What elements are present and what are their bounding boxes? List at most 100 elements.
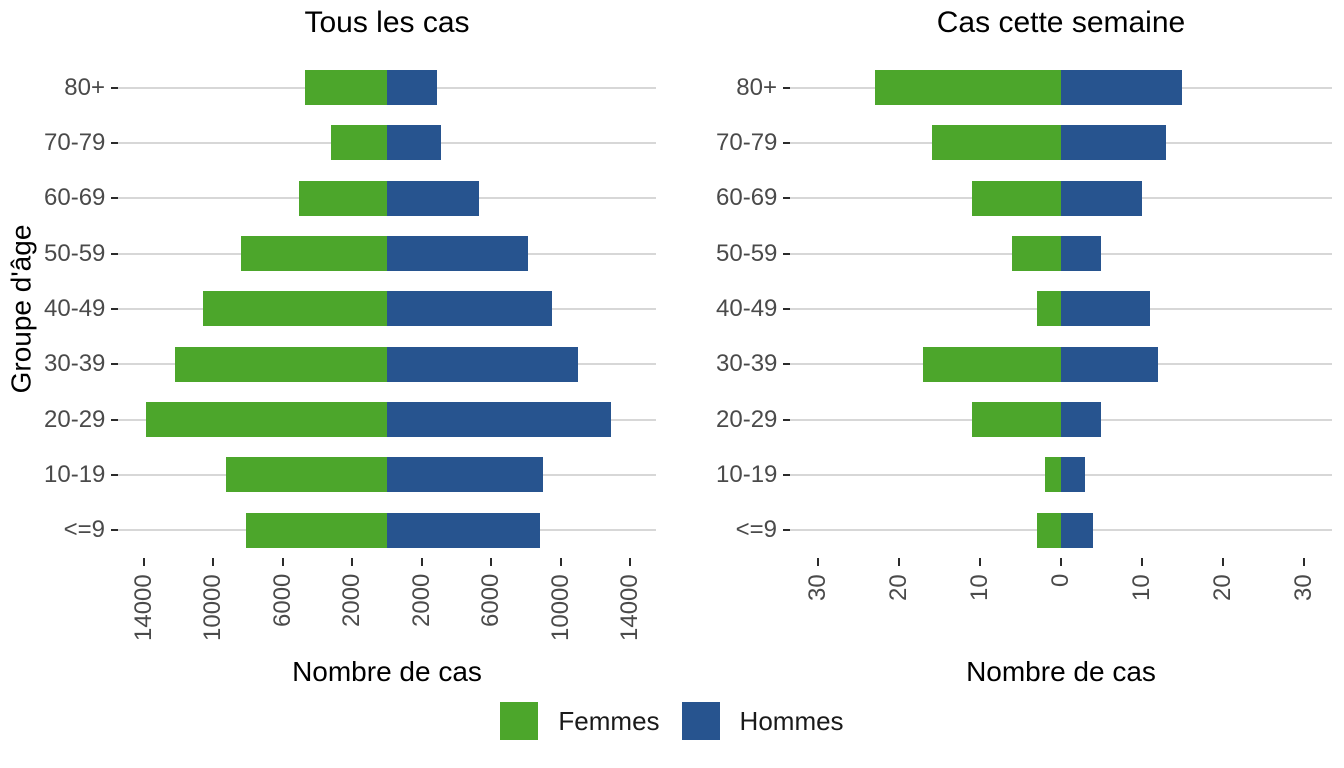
bar-hommes <box>1061 512 1094 548</box>
bar-hommes <box>1061 346 1159 382</box>
bar-hommes <box>1061 125 1167 161</box>
y-tick-row: <=9 <box>44 503 118 558</box>
bar-femmes <box>331 125 387 161</box>
bar-femmes <box>241 236 387 272</box>
bar-hommes <box>387 70 438 106</box>
x-tick-label: 2000 <box>407 573 435 627</box>
bar-femmes <box>145 402 387 438</box>
bar-row <box>118 281 656 336</box>
bar-femmes <box>1012 236 1061 272</box>
x-tick-label: 10 <box>1127 574 1155 601</box>
x-tick-label: 10000 <box>546 574 574 641</box>
bar-row <box>118 447 656 502</box>
bar-hommes <box>387 457 544 493</box>
y-tick-mark <box>783 363 790 366</box>
y-tick-row: 60-69 <box>44 171 118 226</box>
y-tick-mark <box>111 529 118 532</box>
x-tick-mark <box>1302 558 1305 566</box>
bar-hommes <box>387 346 578 382</box>
bar-row <box>790 337 1332 392</box>
bar-femmes <box>931 125 1061 161</box>
plot-rows <box>118 60 656 558</box>
charts-row: Groupe d'âge 80+ 70-79 60-69 50-59 40-49 30-3… <box>2 0 1344 688</box>
x-axis: 30 20 10 0 10 20 30 <box>790 558 1332 654</box>
bar-row <box>790 60 1332 115</box>
bar-femmes <box>972 180 1061 216</box>
y-tick-label: 80+ <box>736 73 777 101</box>
y-tick-mark <box>783 252 790 255</box>
y-tick-row: 10-19 <box>44 447 118 502</box>
x-axis-title: Nombre de cas <box>966 656 1156 687</box>
y-tick-mark <box>111 197 118 200</box>
y-tick-label: 30-39 <box>716 350 778 378</box>
x-tick-mark <box>490 558 493 566</box>
x-tick-label: 6000 <box>477 573 505 627</box>
bar-hommes <box>1061 180 1142 216</box>
x-tick-label: 20 <box>885 574 913 601</box>
bar-femmes <box>972 402 1061 438</box>
bar-row <box>790 281 1332 336</box>
legend-label-femmes: Femmes <box>558 705 660 736</box>
y-tick-mark <box>111 473 118 476</box>
x-tick-label: 0 <box>1047 573 1074 587</box>
bar-hommes <box>387 236 528 272</box>
y-axis-title-box: Groupe d'âge <box>2 60 40 558</box>
legend-item-femmes: Femmes <box>500 702 660 740</box>
y-tick-row: 30-39 <box>44 337 118 392</box>
bar-femmes <box>923 346 1061 382</box>
x-tick-mark <box>979 558 982 566</box>
x-tick-mark <box>898 558 901 566</box>
bar-femmes <box>175 346 387 382</box>
y-tick-label: 60-69 <box>716 184 778 212</box>
y-tick-label: 30-39 <box>44 350 106 378</box>
y-axis-labels: 80+ 70-79 60-69 50-59 40-49 30-39 20-29 10-19 <=… <box>44 0 118 688</box>
y-tick-mark <box>111 418 118 421</box>
bar-hommes <box>387 291 552 327</box>
x-tick-label: 10000 <box>199 574 227 641</box>
plot-column: Tous les cas 14000 10000 6000 2000 2000 6000 1… <box>118 0 656 688</box>
y-tick-label: 50-59 <box>44 239 106 267</box>
bar-row <box>790 171 1332 226</box>
x-tick-label: 20 <box>1208 574 1236 601</box>
bar-row <box>118 392 656 447</box>
y-tick-row: 70-79 <box>716 115 790 170</box>
bar-hommes <box>1061 457 1086 493</box>
y-tick-row: 10-19 <box>716 447 790 502</box>
x-tick-mark <box>817 558 820 566</box>
y-tick-label: 70-79 <box>716 128 778 156</box>
x-tick-label: 30 <box>804 574 832 601</box>
bar-femmes <box>203 291 387 327</box>
bar-hommes <box>1061 70 1183 106</box>
plot-rows <box>790 60 1332 558</box>
x-tick-mark <box>1221 558 1224 566</box>
bar-hommes <box>387 180 479 216</box>
x-tick-mark <box>351 558 354 566</box>
bar-femmes <box>1044 457 1061 493</box>
y-tick-mark <box>111 363 118 366</box>
y-tick-mark <box>783 86 790 89</box>
y-tick-row: 80+ <box>716 60 790 115</box>
y-tick-mark <box>111 307 118 310</box>
bar-hommes <box>387 402 611 438</box>
y-tick-label: 50-59 <box>716 239 778 267</box>
panel-this-week: 80+ 70-79 60-69 50-59 40-49 30-39 20-29 10-19 <=… <box>672 0 1344 688</box>
y-tick-row: 50-59 <box>44 226 118 281</box>
y-tick-label: 20-29 <box>44 405 106 433</box>
y-tick-mark <box>111 86 118 89</box>
x-tick-label: 14000 <box>615 574 643 641</box>
x-tick-label: 10 <box>966 574 994 601</box>
y-axis-labels: 80+ 70-79 60-69 50-59 40-49 30-39 20-29 10-19 <=… <box>716 0 790 688</box>
y-tick-mark <box>783 473 790 476</box>
legend-key-femmes <box>500 702 539 740</box>
x-tick-mark <box>628 558 631 566</box>
y-tick-row: 80+ <box>44 60 118 115</box>
legend-key-hommes <box>681 702 720 740</box>
bar-row <box>790 115 1332 170</box>
y-tick-label: 40-49 <box>716 294 778 322</box>
x-tick-mark <box>212 558 215 566</box>
bar-femmes <box>298 180 387 216</box>
y-tick-label: <=9 <box>735 516 777 544</box>
x-tick-mark <box>143 558 146 566</box>
legend-label-hommes: Hommes <box>739 705 844 736</box>
